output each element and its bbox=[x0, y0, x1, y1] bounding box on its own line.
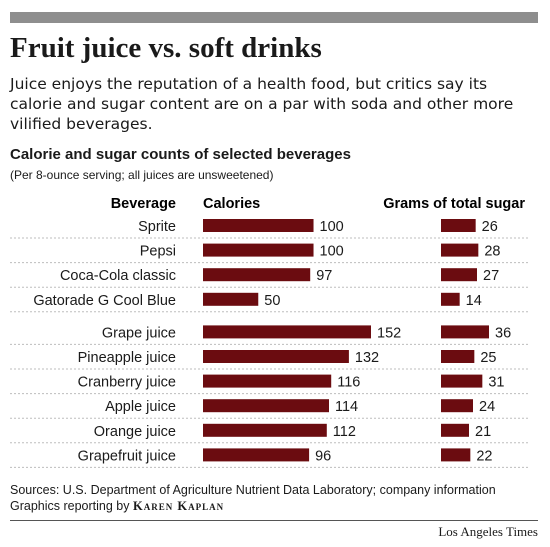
category-label: Pineapple juice bbox=[78, 350, 176, 366]
sugar-value-label: 25 bbox=[480, 350, 496, 366]
calories-value-label: 116 bbox=[337, 375, 360, 391]
beverage-column-header: Beverage bbox=[111, 196, 176, 212]
category-label: Sprite bbox=[138, 219, 176, 235]
category-label: Cranberry juice bbox=[78, 375, 176, 391]
calories-bar bbox=[203, 292, 259, 306]
sugar-bar bbox=[441, 268, 477, 282]
sugar-bar bbox=[441, 448, 471, 462]
calories-value-label: 100 bbox=[320, 244, 344, 260]
chart-subtitle: Calorie and sugar counts of selected bev… bbox=[10, 146, 351, 163]
calories-column-header: Calories bbox=[203, 196, 260, 212]
calories-value-label: 96 bbox=[315, 448, 331, 464]
bottom-rule bbox=[10, 520, 538, 521]
sugar-value-label: 24 bbox=[479, 399, 495, 415]
sugar-bar bbox=[441, 423, 469, 437]
calories-value-label: 50 bbox=[264, 293, 280, 309]
credit-line: Graphics reporting by Karen Kaplan bbox=[10, 498, 224, 514]
sugar-value-label: 14 bbox=[466, 293, 482, 309]
calories-value-label: 100 bbox=[320, 219, 344, 235]
sugar-bar bbox=[441, 350, 475, 363]
sugar-bar bbox=[441, 243, 479, 257]
calories-bar bbox=[203, 399, 329, 413]
sugar-value-label: 31 bbox=[488, 375, 504, 391]
publisher-logo: Los Angeles Times bbox=[438, 524, 538, 539]
sugar-column-header: Grams of total sugar bbox=[383, 196, 525, 212]
sugar-bar bbox=[441, 292, 460, 306]
credit-prefix: Graphics reporting by bbox=[10, 499, 130, 513]
calories-bar bbox=[203, 448, 310, 462]
calories-value-label: 112 bbox=[333, 424, 356, 440]
sugar-value-label: 21 bbox=[475, 424, 491, 440]
sugar-bar bbox=[441, 399, 473, 413]
calories-value-label: 97 bbox=[316, 268, 332, 284]
sugar-value-label: 28 bbox=[484, 244, 500, 260]
sugar-value-label: 36 bbox=[495, 325, 511, 341]
sugar-value-label: 27 bbox=[483, 268, 499, 284]
calories-bar bbox=[203, 423, 327, 437]
chart-note: (Per 8-ounce serving; all juices are uns… bbox=[10, 168, 274, 182]
sugar-value-label: 22 bbox=[476, 448, 492, 464]
calories-value-label: 114 bbox=[335, 399, 358, 415]
chart-deck: Juice enjoys the reputation of a health … bbox=[10, 75, 514, 133]
calories-bar bbox=[203, 268, 311, 282]
calories-bar bbox=[203, 374, 332, 388]
credit-name: Karen Kaplan bbox=[133, 499, 225, 513]
calories-bar bbox=[203, 350, 349, 363]
category-label: Orange juice bbox=[94, 424, 176, 440]
sugar-value-label: 26 bbox=[482, 219, 498, 235]
category-label: Grape juice bbox=[102, 325, 176, 341]
category-label: Coca-Cola classic bbox=[60, 268, 176, 284]
sugar-bar bbox=[441, 325, 489, 339]
top-rule bbox=[10, 12, 538, 23]
calories-bar bbox=[203, 219, 314, 232]
category-label: Pepsi bbox=[140, 244, 176, 260]
sugar-bar bbox=[441, 219, 476, 232]
chart-title: Fruit juice vs. soft drinks bbox=[10, 32, 322, 64]
category-label: Grapefruit juice bbox=[78, 448, 176, 464]
calories-value-label: 132 bbox=[355, 350, 379, 366]
sugar-bar bbox=[441, 374, 483, 388]
calories-value-label: 152 bbox=[377, 325, 401, 341]
calories-bar bbox=[203, 325, 371, 339]
calories-bar bbox=[203, 243, 314, 257]
source-note: Sources: U.S. Department of Agriculture … bbox=[10, 483, 496, 497]
category-label: Apple juice bbox=[105, 399, 176, 415]
category-label: Gatorade G Cool Blue bbox=[33, 293, 176, 309]
beverage-bar-chart: Beverage Calories Grams of total sugar S… bbox=[10, 196, 530, 468]
